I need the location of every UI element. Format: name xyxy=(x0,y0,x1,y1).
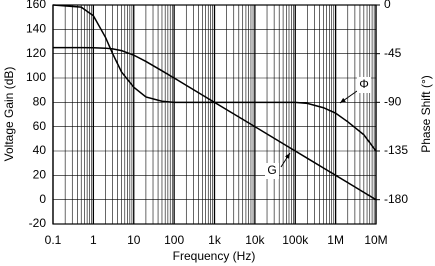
y-tick-label: 100 xyxy=(26,70,46,84)
x-tick-label: 1 xyxy=(90,233,97,247)
y-tick-label: 140 xyxy=(26,22,46,36)
y2-tick-label: -135 xyxy=(384,143,408,157)
x-tick-label: 100 xyxy=(164,233,184,247)
annotation-arrowhead xyxy=(285,153,290,159)
x-tick-label: 10M xyxy=(364,233,387,247)
x-tick-label: 100k xyxy=(282,233,309,247)
y-tick-label: 120 xyxy=(26,46,46,60)
x-tick-label: 10k xyxy=(245,233,265,247)
plot-frame xyxy=(52,4,377,225)
x-tick-label: 0.1 xyxy=(45,233,62,247)
series-line xyxy=(52,4,377,152)
y2-tick-label: -45 xyxy=(384,46,402,60)
y-tick-label: 160 xyxy=(26,0,46,11)
y-tick-label: 80 xyxy=(33,95,47,109)
annotation-label: G xyxy=(267,163,276,177)
annotation-bg xyxy=(265,163,279,179)
annotation-arrowhead xyxy=(340,97,346,103)
x-axis-title: Frequency (Hz) xyxy=(173,249,256,263)
y2-tick-label: -180 xyxy=(384,192,408,206)
x-tick-label: 10 xyxy=(127,233,141,247)
y2-axis-title: Phase Shift (°) xyxy=(419,75,433,153)
series-line xyxy=(53,46,377,201)
y-tick-label: 60 xyxy=(33,119,47,133)
annotation-bg xyxy=(357,77,371,93)
y2-tick-label: 0 xyxy=(384,0,391,11)
y-tick-label: 20 xyxy=(33,168,47,182)
y2-tick-label: -90 xyxy=(384,95,402,109)
y-axis-title: Voltage Gain (dB) xyxy=(2,67,16,162)
y-tick-label: -20 xyxy=(29,216,47,230)
y-tick-label: 0 xyxy=(39,192,46,206)
x-tick-label: 1M xyxy=(327,233,344,247)
x-tick-label: 1k xyxy=(208,233,222,247)
y-tick-label: 40 xyxy=(33,143,47,157)
annotation-label: Φ xyxy=(359,77,369,91)
